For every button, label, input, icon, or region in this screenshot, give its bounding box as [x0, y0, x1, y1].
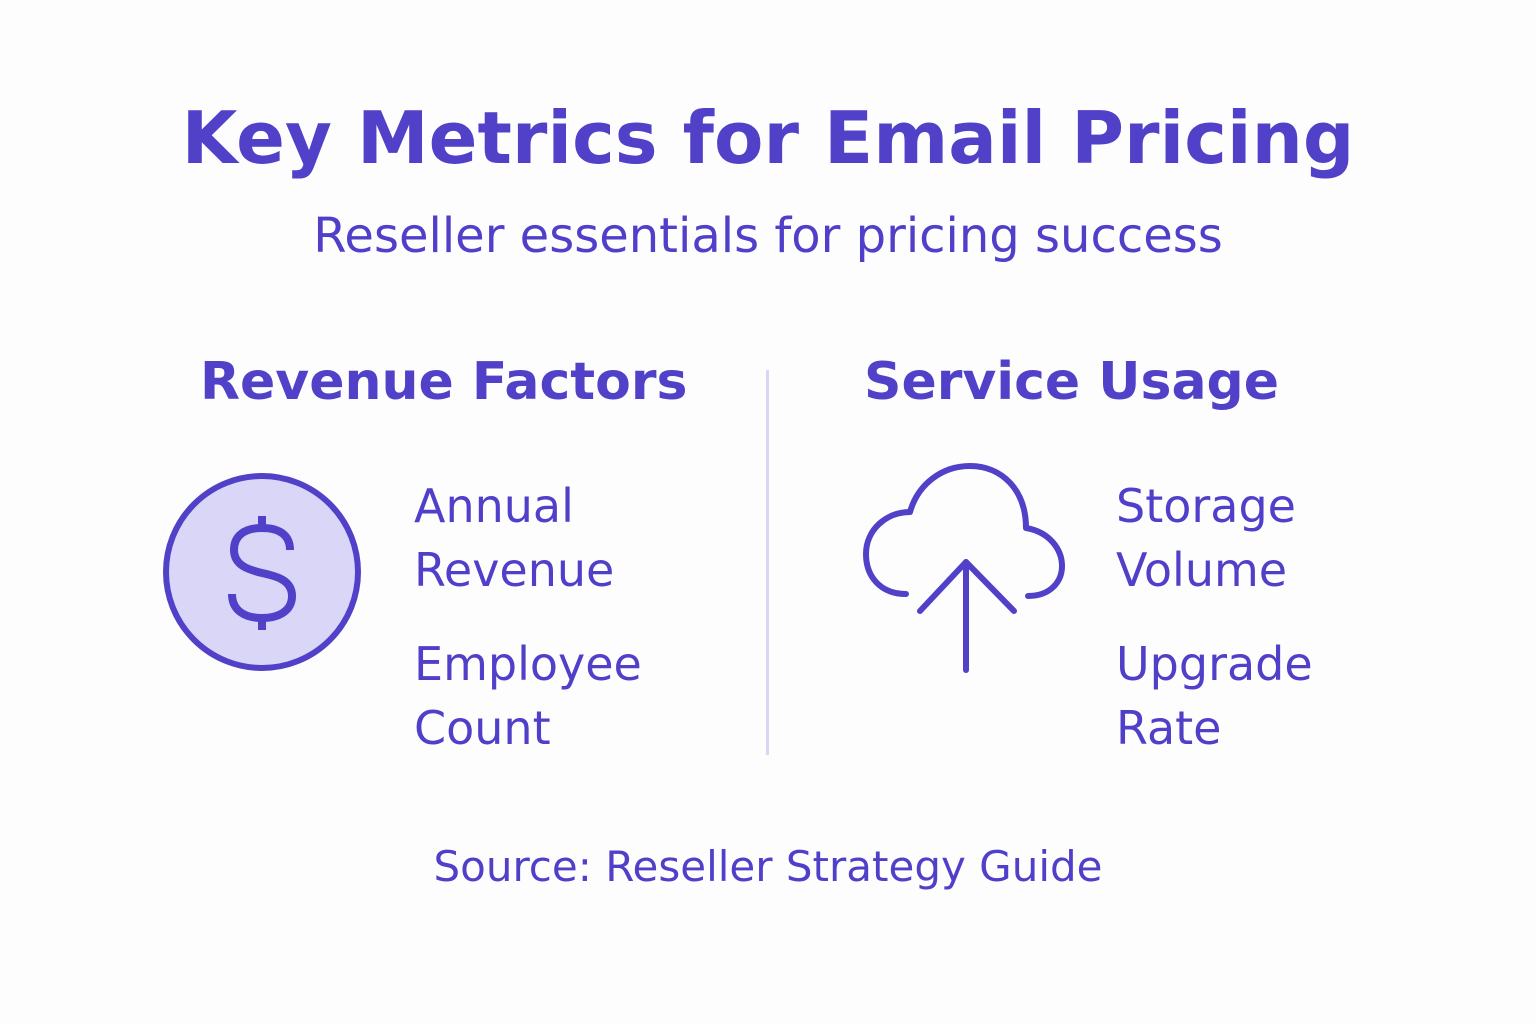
- metric-employee-count: Employee Count: [414, 637, 642, 755]
- metric-upgrade-rate: Upgrade Rate: [1116, 637, 1313, 755]
- page-title: Key Metrics for Email Pricing: [181, 96, 1355, 180]
- page-subtitle: Reseller essentials for pricing success: [313, 208, 1223, 264]
- source-citation: Source: Reseller Strategy Guide: [433, 842, 1103, 891]
- cloud-upload-icon: [863, 463, 1065, 673]
- dollar-circle-icon: [163, 473, 361, 671]
- revenue-factors-heading: Revenue Factors: [200, 352, 688, 412]
- column-divider: [766, 370, 769, 755]
- service-usage-heading: Service Usage: [864, 352, 1280, 412]
- metric-annual-revenue: Annual Revenue: [414, 479, 615, 597]
- metric-storage-volume: Storage Volume: [1116, 479, 1296, 597]
